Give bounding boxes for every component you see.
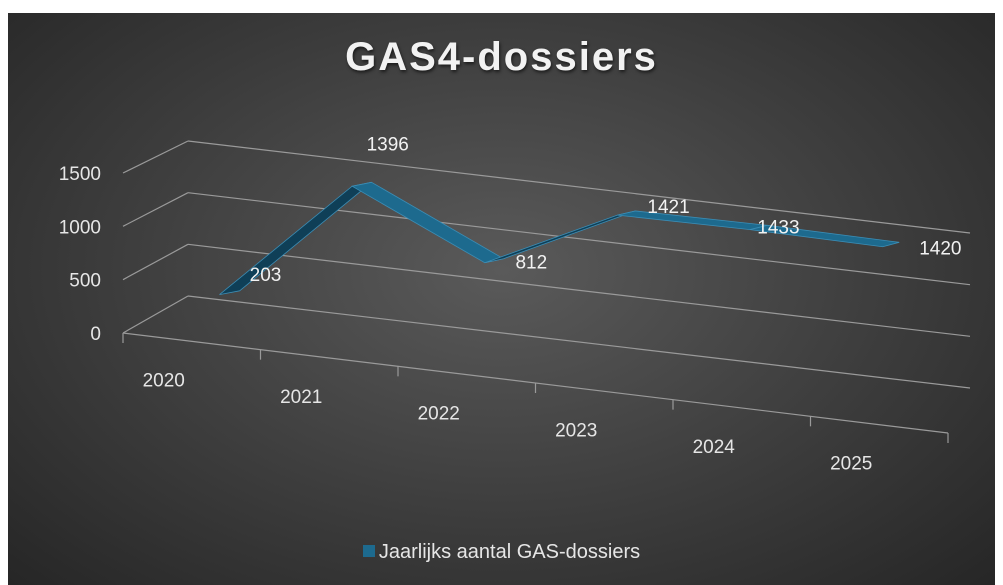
x-tick-label: 2025: [830, 454, 872, 475]
data-label: 203: [250, 265, 282, 286]
legend-swatch: [362, 544, 375, 557]
chart-plot: 0 500 1000 1500 2020 2021 2022 2023 2024 2025 203 1…: [59, 134, 971, 475]
gridline-side: [122, 192, 189, 227]
legend-label: Jaarlijks aantal GAS-dossiers: [378, 541, 641, 563]
x-tick-label: 2022: [418, 404, 460, 425]
chart-title: GAS4-dossiers: [345, 35, 658, 79]
data-label: 1396: [367, 134, 409, 155]
data-label: 1421: [647, 197, 689, 218]
y-tick-label: 0: [90, 324, 101, 345]
gridline-side: [122, 243, 189, 281]
x-tick-label: 2023: [555, 420, 597, 441]
series-ribbon-segment: [617, 210, 768, 231]
series-ribbon-segment: [484, 210, 636, 264]
gridline: [187, 192, 971, 286]
gridline: [187, 243, 971, 337]
y-tick-label: 1000: [59, 217, 101, 238]
series-ribbon-segment: [749, 224, 900, 248]
y-tick-label: 1500: [59, 164, 101, 185]
x-tick-label: 2021: [280, 387, 322, 408]
data-label: 812: [515, 253, 547, 274]
gridline-side: [122, 140, 189, 174]
chart-area: GAS4-dossiers 0 500 1000 1500 2020 2021 2022 20…: [8, 13, 995, 585]
gridline-side: [122, 295, 189, 334]
series-ribbon-segment: [351, 181, 505, 264]
gridline: [187, 295, 971, 389]
data-label: 1420: [919, 238, 961, 259]
x-tick-label: 2020: [143, 370, 185, 391]
legend: Jaarlijks aantal GAS-dossiers: [8, 541, 995, 564]
data-label: 1433: [757, 217, 799, 238]
x-tick-label: 2024: [693, 437, 736, 458]
y-tick-label: 500: [69, 271, 101, 292]
gridline: [187, 140, 971, 234]
